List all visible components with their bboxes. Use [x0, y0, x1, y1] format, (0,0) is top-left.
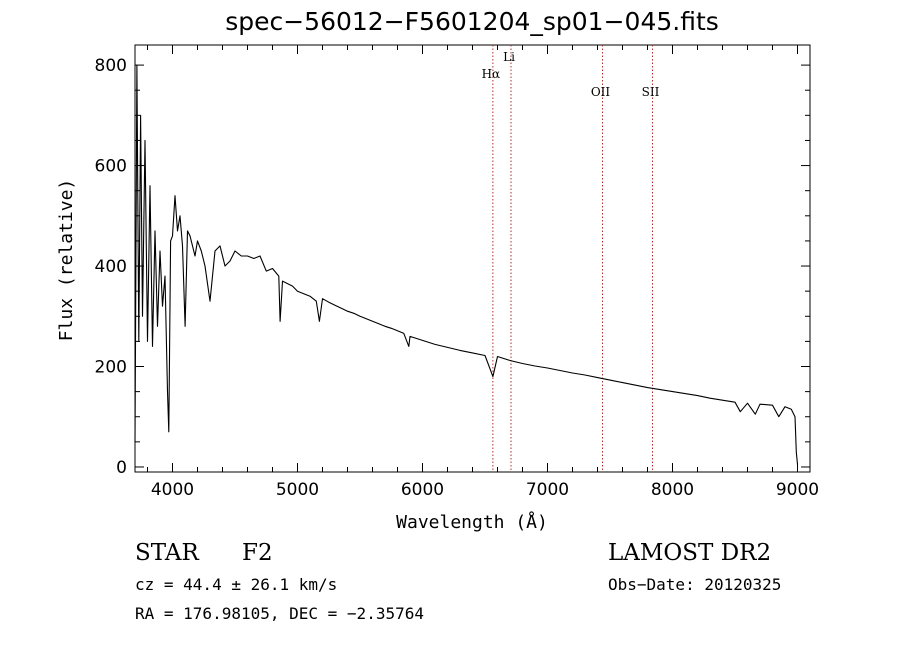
obs-date-label: Obs−Date: 20120325	[608, 575, 781, 594]
object-class-label: STAR	[135, 540, 199, 566]
y-tick-label: 400	[95, 257, 127, 277]
x-tick-label: 7000	[526, 480, 569, 500]
line-marker-label: OII	[591, 85, 611, 99]
x-tick-label: 4000	[151, 480, 194, 500]
x-tick-label: 8000	[651, 480, 694, 500]
coordinates-label: RA = 176.98105, DEC = −2.35764	[135, 604, 424, 623]
spectrum-series-line	[134, 64, 799, 465]
chart-title: spec−56012−F5601204_sp01−045.fits	[225, 7, 719, 36]
x-tick-label: 9000	[776, 480, 819, 500]
plot-area: 4000 5000 6000 7000 8000 9000 0 200 400 600 800 HαL…	[95, 44, 819, 500]
line-marker-label: Li	[503, 50, 515, 64]
y-tick-label: 200	[95, 358, 127, 378]
line-marker-label: Hα	[482, 67, 501, 81]
line-marker-label: SII	[642, 85, 660, 99]
survey-label: LAMOST DR2	[608, 540, 771, 566]
x-axis-title: Wavelength (Å)	[396, 511, 548, 533]
y-tick-label: 600	[95, 157, 127, 177]
subclass-label: F2	[242, 540, 273, 566]
redshift-label: cz = 44.4 ± 26.1 km/s	[135, 575, 337, 594]
plot-frame	[134, 44, 811, 473]
x-tick-label: 5000	[276, 480, 319, 500]
x-tick-label: 6000	[401, 480, 444, 500]
y-tick-label: 0	[116, 458, 127, 478]
y-axis-title: Flux (relative)	[56, 179, 77, 342]
y-tick-label: 800	[95, 56, 127, 76]
